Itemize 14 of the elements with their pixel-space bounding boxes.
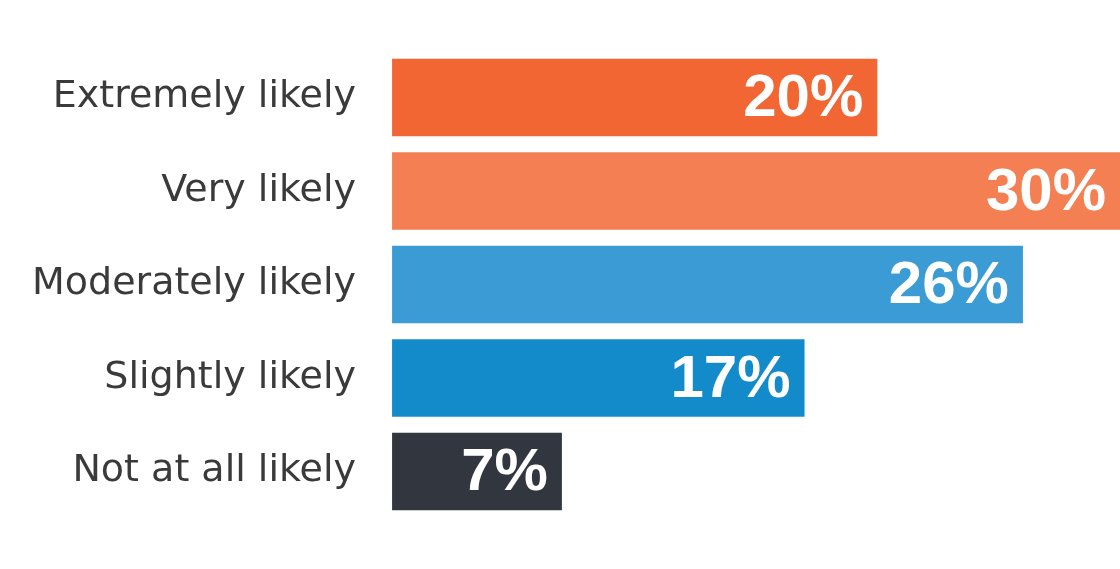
bar — [392, 339, 805, 417]
bar — [392, 58, 878, 137]
data-label: 26% — [888, 249, 1009, 317]
y-tick-label: Very likely — [161, 165, 357, 210]
y-tick-label: Slightly likely — [104, 352, 357, 397]
bar — [392, 245, 1023, 324]
bar — [392, 152, 1120, 230]
data-label: 30% — [985, 155, 1106, 223]
y-tick-label: Moderately likely — [31, 259, 357, 304]
y-tick-label: Extremely likely — [52, 72, 357, 117]
data-label: 17% — [670, 342, 791, 410]
data-label: 7% — [461, 436, 548, 504]
y-tick-label: Not at all likely — [72, 446, 357, 491]
data-label: 20% — [743, 62, 864, 130]
